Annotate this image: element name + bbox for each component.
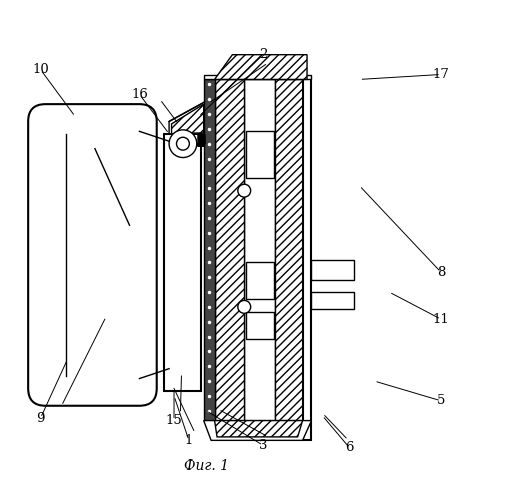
Circle shape [176,138,190,150]
Circle shape [238,184,251,197]
Bar [164,134,201,391]
Polygon shape [204,420,312,440]
Polygon shape [169,102,205,134]
Bar [215,80,244,420]
Bar [244,80,276,420]
Text: 5: 5 [437,394,445,407]
Circle shape [238,300,251,314]
Bar [303,80,312,440]
Text: 11: 11 [433,312,449,326]
Bar [204,76,312,80]
Text: 16: 16 [131,88,148,101]
Bar [204,80,215,420]
Bar [312,292,354,310]
Text: 6: 6 [345,442,354,454]
Polygon shape [215,420,303,437]
Text: 3: 3 [259,439,267,452]
Text: Фиг. 1: Фиг. 1 [184,458,229,472]
Text: 9: 9 [36,412,45,424]
Polygon shape [215,54,307,80]
Bar [246,312,274,339]
Text: 10: 10 [32,63,49,76]
Bar [276,80,303,420]
Text: 17: 17 [433,68,449,81]
Bar [246,132,274,178]
Bar [246,262,274,300]
Polygon shape [172,104,204,134]
FancyBboxPatch shape [28,104,157,406]
Circle shape [169,130,197,158]
Text: 15: 15 [166,414,183,427]
Text: 8: 8 [437,266,445,279]
Text: 1: 1 [185,434,193,447]
Text: 2: 2 [259,48,267,61]
Bar [312,260,354,280]
